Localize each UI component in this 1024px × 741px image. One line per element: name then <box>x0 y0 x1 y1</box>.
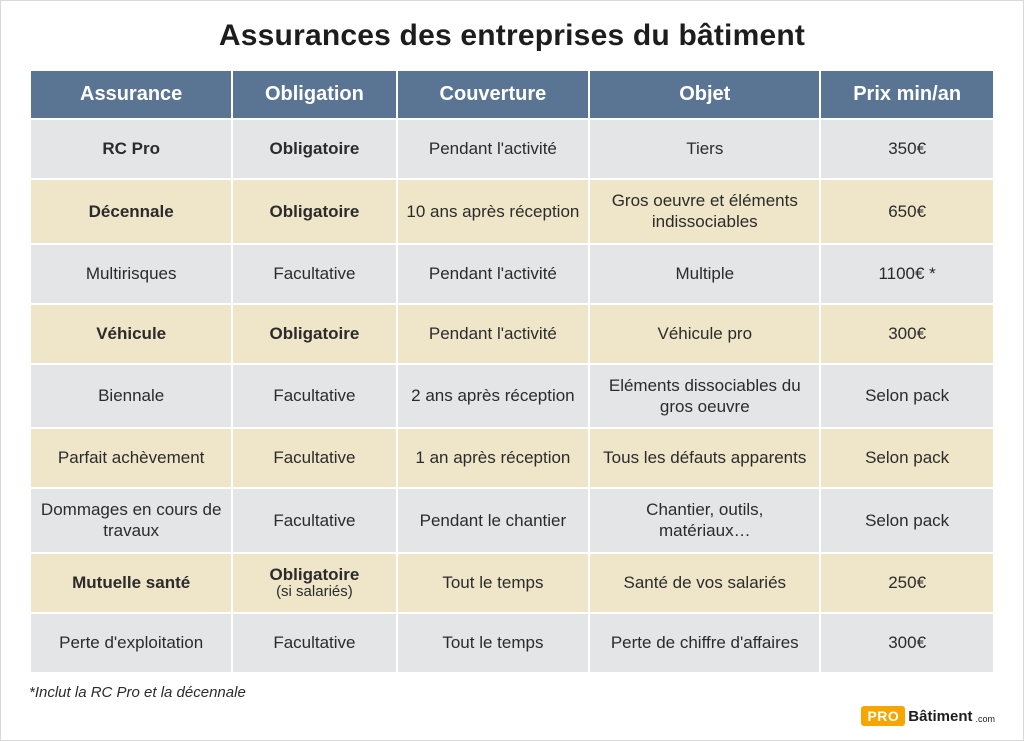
table-row: Décennale Obligatoire 10 ans après récepti… <box>31 180 993 243</box>
logo-dotcom-text: .com <box>975 714 995 724</box>
cell-couverture: Pendant l'activité <box>398 120 589 178</box>
obligation-sublabel: (si salariés) <box>241 583 387 602</box>
cell-assurance: RC Pro <box>31 120 231 178</box>
cell-obligation: Obligatoire <box>233 305 395 363</box>
page-title: Assurances des entreprises du bâtiment <box>29 19 995 53</box>
cell-objet: Santé de vos salariés <box>590 554 819 612</box>
cell-obligation: Facultative <box>233 489 395 552</box>
cell-assurance: Perte d'exploitation <box>31 614 231 672</box>
obligation-label: Facultative <box>273 448 355 467</box>
col-header: Objet <box>590 71 819 118</box>
cell-prix: 250€ <box>821 554 993 612</box>
cell-prix: 650€ <box>821 180 993 243</box>
obligation-label: Facultative <box>273 511 355 530</box>
cell-couverture: Tout le temps <box>398 614 589 672</box>
obligation-label: Obligatoire <box>270 202 360 221</box>
obligation-label: Obligatoire <box>270 139 360 158</box>
obligation-label: Facultative <box>273 264 355 283</box>
obligation-label: Obligatoire <box>270 324 360 343</box>
cell-prix: 300€ <box>821 614 993 672</box>
cell-assurance: Biennale <box>31 365 231 428</box>
cell-assurance: Parfait achèvement <box>31 429 231 487</box>
footnote: *Inclut la RC Pro et la décennale <box>29 684 995 701</box>
cell-obligation: Obligatoire <box>233 180 395 243</box>
cell-objet: Véhicule pro <box>590 305 819 363</box>
cell-obligation: Facultative <box>233 365 395 428</box>
cell-prix: Selon pack <box>821 489 993 552</box>
table-row: Perte d'exploitation Facultative Tout le t… <box>31 614 993 672</box>
cell-obligation: Facultative <box>233 614 395 672</box>
cell-couverture: Pendant l'activité <box>398 305 589 363</box>
cell-objet: Perte de chiffre d'affaires <box>590 614 819 672</box>
cell-objet: Gros oeuvre et éléments indissociables <box>590 180 819 243</box>
table-header-row: AssuranceObligationCouvertureObjetPrix m… <box>31 71 993 118</box>
cell-couverture: Pendant l'activité <box>398 245 589 303</box>
cell-obligation: Obligatoire(si salariés) <box>233 554 395 612</box>
cell-assurance: Multirisques <box>31 245 231 303</box>
col-header: Prix min/an <box>821 71 993 118</box>
table-row: Mutuelle santéObligatoire(si salariés)To… <box>31 554 993 612</box>
logo-batiment-text: Bâtiment <box>908 708 972 725</box>
cell-assurance: Dommages en cours de travaux <box>31 489 231 552</box>
logo-pro-badge: PRO <box>861 706 905 726</box>
cell-obligation: Facultative <box>233 429 395 487</box>
cell-prix: Selon pack <box>821 365 993 428</box>
cell-objet: Chantier, outils, matériaux… <box>590 489 819 552</box>
cell-objet: Eléments dissociables du gros oeuvre <box>590 365 819 428</box>
cell-prix: 350€ <box>821 120 993 178</box>
table-row: RC Pro Obligatoire Pendant l'activitéTiers… <box>31 120 993 178</box>
cell-obligation: Facultative <box>233 245 395 303</box>
cell-obligation: Obligatoire <box>233 120 395 178</box>
obligation-label: Facultative <box>273 386 355 405</box>
insurance-table: AssuranceObligationCouvertureObjetPrix m… <box>29 69 995 674</box>
table-row: Parfait achèvement Facultative 1 an après … <box>31 429 993 487</box>
cell-couverture: 1 an après réception <box>398 429 589 487</box>
table-row: Biennale Facultative 2 ans après réception… <box>31 365 993 428</box>
cell-couverture: 10 ans après réception <box>398 180 589 243</box>
col-header: Assurance <box>31 71 231 118</box>
table-body: RC ProObligatoirePendant l'activitéTiers… <box>31 120 993 672</box>
col-header: Obligation <box>233 71 395 118</box>
brand-logo: PRO Bâtiment .com <box>861 706 995 726</box>
cell-prix: 1100€ * <box>821 245 993 303</box>
cell-prix: Selon pack <box>821 429 993 487</box>
cell-assurance: Véhicule <box>31 305 231 363</box>
cell-objet: Tiers <box>590 120 819 178</box>
cell-assurance: Mutuelle santé <box>31 554 231 612</box>
obligation-label: Obligatoire <box>270 565 360 584</box>
obligation-label: Facultative <box>273 633 355 652</box>
table-row: Dommages en cours de travaux Facultative P… <box>31 489 993 552</box>
table-row: Multirisques Facultative Pendant l'activit… <box>31 245 993 303</box>
col-header: Couverture <box>398 71 589 118</box>
cell-couverture: Tout le temps <box>398 554 589 612</box>
cell-couverture: 2 ans après réception <box>398 365 589 428</box>
cell-couverture: Pendant le chantier <box>398 489 589 552</box>
cell-objet: Tous les défauts apparents <box>590 429 819 487</box>
cell-prix: 300€ <box>821 305 993 363</box>
table-row: Véhicule Obligatoire Pendant l'activitéVéh… <box>31 305 993 363</box>
cell-assurance: Décennale <box>31 180 231 243</box>
cell-objet: Multiple <box>590 245 819 303</box>
